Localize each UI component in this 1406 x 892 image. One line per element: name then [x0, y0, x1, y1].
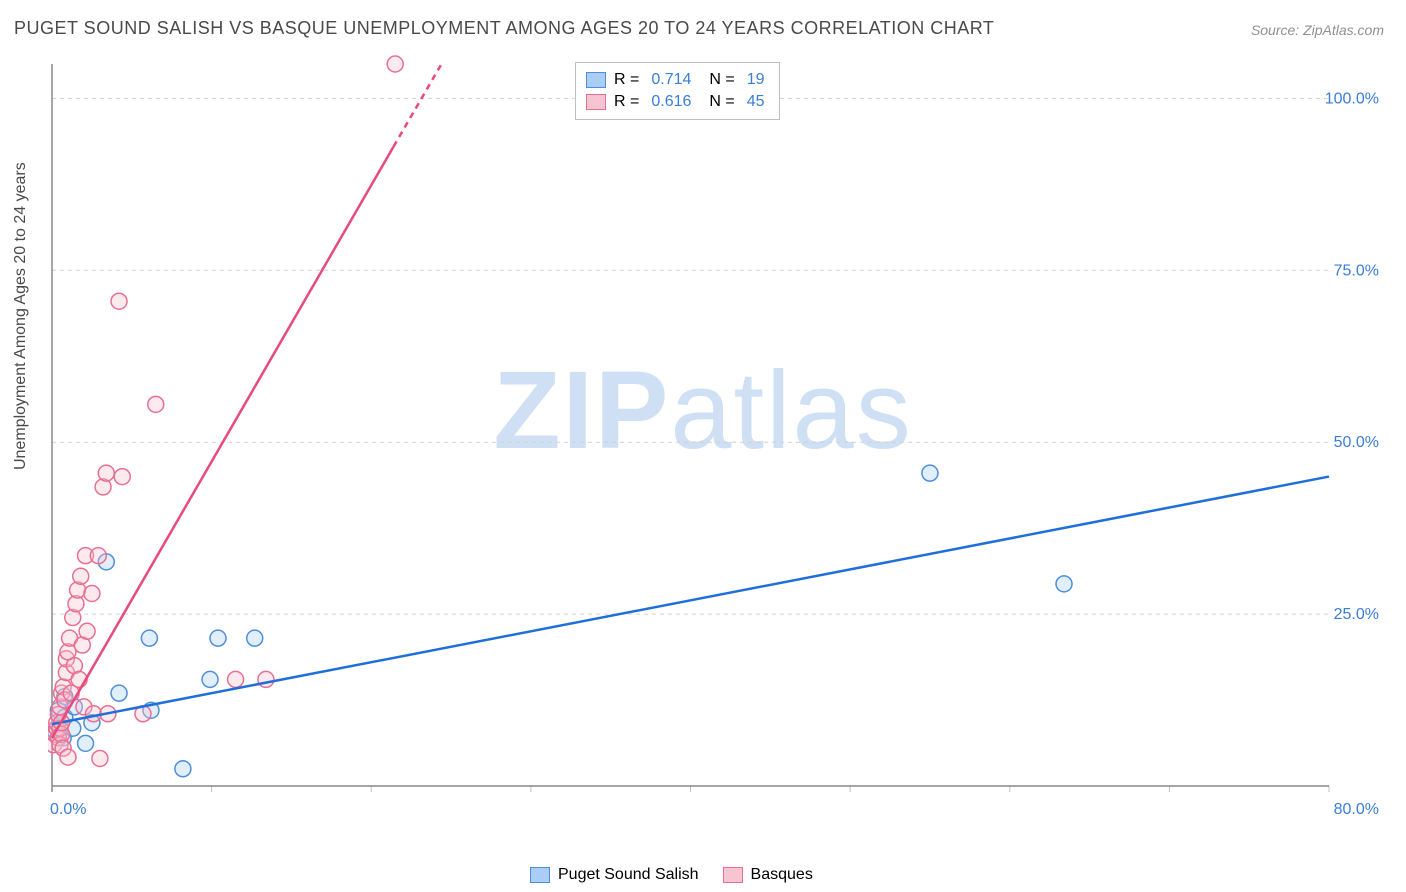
plot-svg: 25.0% 50.0% 75.0% 100.0% 0.0% 80.0% — [48, 54, 1384, 826]
chart-title: PUGET SOUND SALISH VS BASQUE UNEMPLOYMEN… — [14, 18, 994, 39]
legend-n-label: N = — [709, 91, 734, 113]
legend-swatch — [586, 72, 606, 88]
legend-r-label: R = — [614, 69, 639, 91]
scatter-chart: 25.0% 50.0% 75.0% 100.0% 0.0% 80.0% — [48, 54, 1384, 826]
correlation-legend: R = 0.714 N = 19 R = 0.616 N = 45 — [575, 62, 780, 120]
legend-swatch — [723, 867, 743, 883]
legend-row: R = 0.714 N = 19 — [586, 69, 765, 91]
legend-r-label: R = — [614, 91, 639, 113]
legend-r-value: 0.616 — [651, 91, 691, 113]
legend-r-value: 0.714 — [651, 69, 691, 91]
svg-text:50.0%: 50.0% — [1334, 434, 1379, 451]
legend-item: Basques — [723, 866, 813, 884]
legend-series-label: Puget Sound Salish — [558, 866, 699, 884]
legend-item: Puget Sound Salish — [530, 866, 699, 884]
legend-n-label: N = — [709, 69, 734, 91]
source-label: Source: ZipAtlas.com — [1251, 22, 1384, 38]
svg-text:100.0%: 100.0% — [1325, 90, 1379, 107]
legend-series-label: Basques — [751, 866, 813, 884]
legend-n-value: 19 — [747, 69, 765, 91]
legend-n-value: 45 — [747, 91, 765, 113]
y-axis-label: Unemployment Among Ages 20 to 24 years — [12, 162, 30, 470]
svg-text:0.0%: 0.0% — [50, 801, 86, 818]
legend-swatch — [586, 94, 606, 110]
svg-text:25.0%: 25.0% — [1334, 606, 1379, 623]
svg-text:80.0%: 80.0% — [1334, 801, 1379, 818]
legend-swatch — [530, 867, 550, 883]
series-legend: Puget Sound Salish Basques — [530, 866, 813, 884]
legend-row: R = 0.616 N = 45 — [586, 91, 765, 113]
svg-text:75.0%: 75.0% — [1334, 262, 1379, 279]
